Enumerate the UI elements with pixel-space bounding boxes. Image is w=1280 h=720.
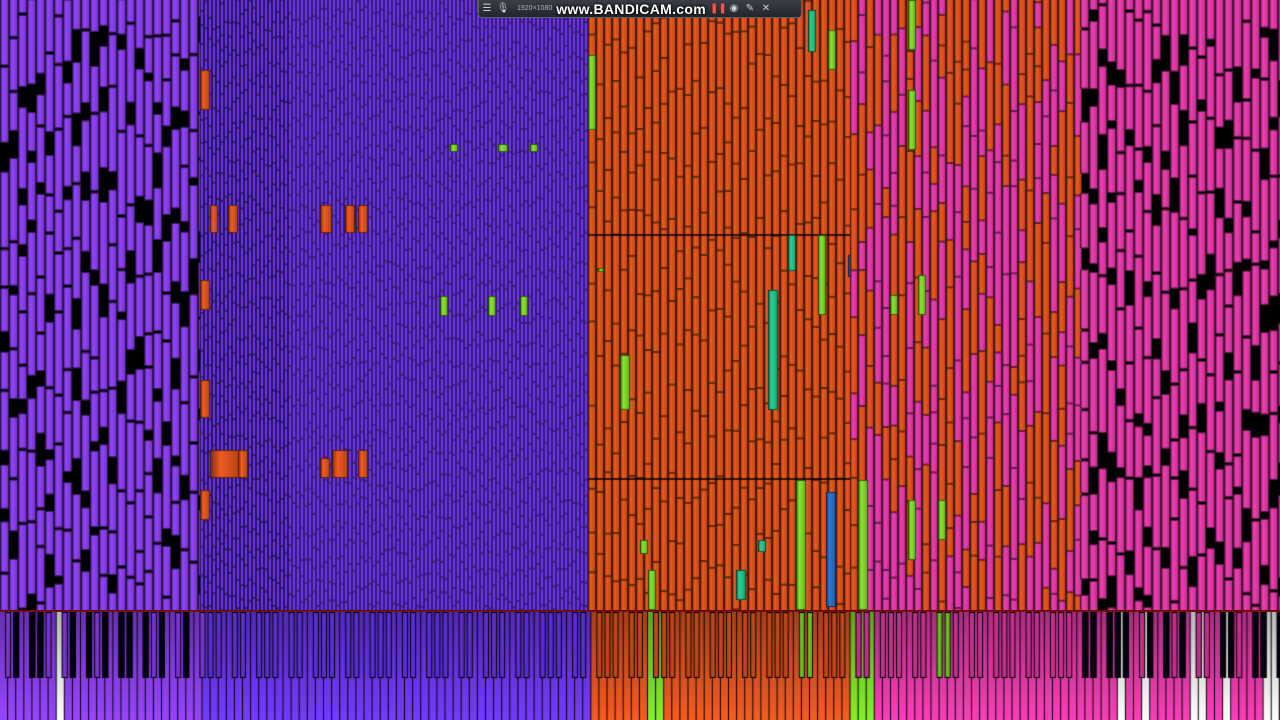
falling-notes-roll [0,0,1280,612]
bandicam-watermark: www.BANDICAM.com [556,0,706,17]
recorder-toolbar: ☰ 🎙 1920×1080 www.BANDICAM.com ❚❚ ◉ ✎ ✕ [478,0,802,18]
piano-keyboard[interactable] [0,612,1280,720]
microphone-icon[interactable]: 🎙 [496,2,510,14]
close-icon[interactable]: ✕ [761,2,771,14]
camera-icon[interactable]: ◉ [729,2,739,14]
pencil-icon[interactable]: ✎ [745,2,755,14]
menu-icon[interactable]: ☰ [482,2,492,14]
recorder-resolution: 1920×1080 [517,5,553,12]
pause-icon[interactable]: ❚❚ [709,2,727,14]
